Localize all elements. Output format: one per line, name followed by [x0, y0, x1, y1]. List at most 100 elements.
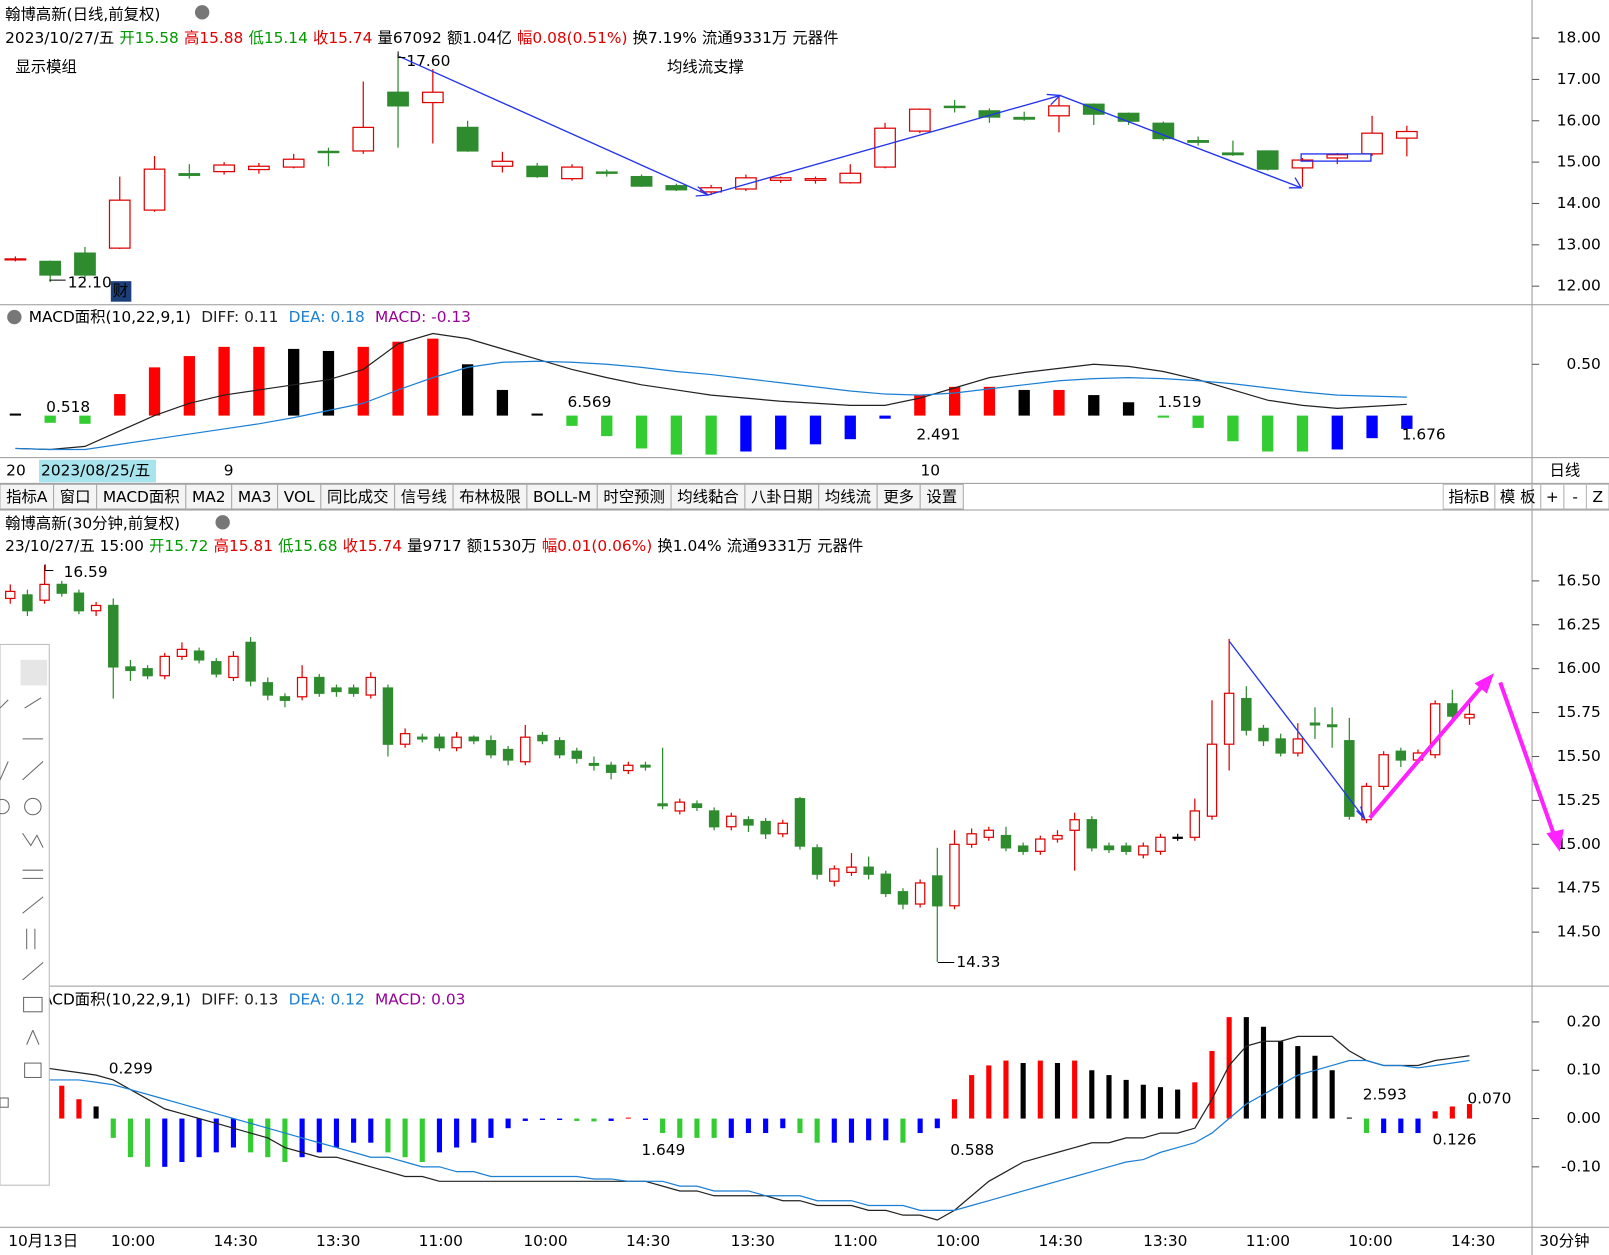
macd-line	[10, 1035, 1470, 1221]
macd-bar	[809, 415, 822, 445]
tab-label[interactable]: BOLL-M	[533, 488, 591, 506]
menu-icon[interactable]	[215, 515, 230, 530]
toolbar-button[interactable]: -	[1572, 488, 1578, 506]
tab-label[interactable]: 八卦日期	[751, 488, 813, 506]
quote-item: 流通9331万	[702, 28, 787, 46]
candle-body	[1429, 703, 1441, 756]
y-tick-label: 15.00	[1557, 153, 1601, 171]
tool-icon[interactable]	[32, 1030, 40, 1045]
quote-item: 换7.19%	[633, 28, 697, 46]
pane-header: 翰博高新(30分钟,前复权)	[5, 514, 180, 532]
pane: 0.50 MACD面积(10,22,9,1) DIFF: 0.11 DEA: 0.18…	[6, 308, 1601, 480]
tool-icon[interactable]	[0, 699, 9, 709]
menu-icon[interactable]	[194, 5, 210, 20]
tab-label[interactable]: MA2	[192, 488, 226, 506]
tab-label[interactable]: 同比成交	[327, 488, 389, 506]
candle-body	[176, 648, 188, 658]
tool-icon[interactable]	[24, 697, 42, 709]
macd-bar	[1226, 1017, 1232, 1119]
candle-body	[421, 91, 444, 104]
quote-item: 收15.74	[313, 28, 372, 46]
candle-body	[691, 803, 703, 809]
macd-bar	[951, 1099, 958, 1119]
tool-icon[interactable]	[22, 761, 44, 781]
tab[interactable]	[526, 483, 598, 510]
candle-body	[108, 199, 131, 249]
tab-label[interactable]: 均线黏合	[677, 488, 739, 506]
close-button[interactable]	[20, 659, 48, 686]
macd-bar	[1331, 415, 1343, 450]
tab-label[interactable]: 均线流	[825, 488, 871, 506]
x-tick-label: 11:00	[833, 1232, 877, 1250]
candle-body	[623, 764, 634, 772]
quote-info: 2023/10/27/五 开15.58 高15.88 低15.14 收15.74 量670…	[5, 28, 838, 46]
tool-icon[interactable]	[24, 1062, 42, 1078]
x-tick-label: 20	[6, 462, 26, 480]
candle-body	[1258, 727, 1269, 742]
candle-body	[1292, 738, 1304, 754]
macd-bar	[59, 1085, 65, 1119]
candle-body	[22, 594, 33, 612]
quote-item: 低15.14	[248, 28, 307, 46]
tab-label[interactable]: 布林极限	[459, 488, 521, 506]
candle-body	[382, 687, 394, 745]
tool-icon[interactable]	[22, 962, 44, 981]
candle-body	[983, 829, 995, 838]
tab[interactable]	[320, 483, 396, 510]
tool-icon[interactable]	[22, 832, 44, 848]
tab-label[interactable]: 设置	[926, 488, 957, 506]
toolbar-button[interactable]: Z	[1592, 488, 1603, 506]
candle-body	[387, 91, 409, 107]
toolbar-button[interactable]: +	[1546, 488, 1559, 506]
annotation: 1.519	[1157, 393, 1201, 411]
tab[interactable]	[919, 483, 964, 510]
tab-label[interactable]: 指标A	[6, 488, 48, 506]
tab[interactable]	[670, 483, 746, 510]
macd-bar	[213, 1118, 219, 1153]
tab-label[interactable]: 信号线	[401, 488, 447, 506]
macd-bar	[1466, 1104, 1473, 1119]
x-tick-label: 14:30	[1451, 1232, 1495, 1250]
tab-label[interactable]: 更多	[883, 488, 914, 506]
macd-bar	[454, 1118, 460, 1148]
candle-body	[726, 815, 737, 828]
macd-bar	[642, 1118, 649, 1120]
tab-label[interactable]: VOL	[284, 488, 315, 506]
macd-bar	[1243, 1017, 1249, 1119]
macd-bar	[419, 1118, 425, 1163]
toolbar-button[interactable]: 模 板	[1500, 488, 1536, 506]
tool-icon[interactable]	[22, 896, 44, 914]
toolbar-button-frame[interactable]	[1442, 483, 1496, 510]
tab-label[interactable]: 窗口	[60, 488, 91, 506]
tool-icon[interactable]	[24, 797, 42, 816]
macd-bar	[1054, 1062, 1061, 1119]
macd-line	[15, 360, 1407, 451]
tab-label[interactable]: MA3	[238, 488, 272, 506]
quote-item: 量9717	[407, 536, 462, 554]
tab[interactable]	[0, 483, 55, 510]
tab-label[interactable]: 时空预测	[603, 488, 665, 506]
candle-body	[978, 110, 1001, 118]
tool-icon[interactable]	[0, 1097, 9, 1108]
macd-bar	[601, 415, 613, 437]
toolbar-button[interactable]: 指标B	[1448, 488, 1489, 506]
menu-icon[interactable]	[7, 309, 22, 325]
macd-bar	[183, 356, 195, 416]
tool-icon[interactable]	[26, 1030, 34, 1045]
tool-icon[interactable]	[0, 761, 9, 781]
tool-icon[interactable]	[23, 996, 43, 1013]
candle-body	[434, 736, 445, 749]
candle-body	[908, 108, 931, 132]
y-tick-label: 16.00	[1557, 111, 1601, 129]
macd-bar	[1262, 415, 1274, 452]
tool-icon[interactable]	[0, 798, 10, 815]
tab-label[interactable]: MACD面积	[103, 488, 180, 506]
macd-bar	[1227, 415, 1239, 442]
candle-body	[213, 164, 235, 173]
arrow-head	[1046, 93, 1062, 106]
tab[interactable]	[394, 483, 454, 510]
tab[interactable]	[876, 483, 921, 510]
macd-bar	[1415, 1118, 1421, 1134]
macd-bar	[351, 1118, 357, 1143]
candle-body	[777, 822, 789, 835]
